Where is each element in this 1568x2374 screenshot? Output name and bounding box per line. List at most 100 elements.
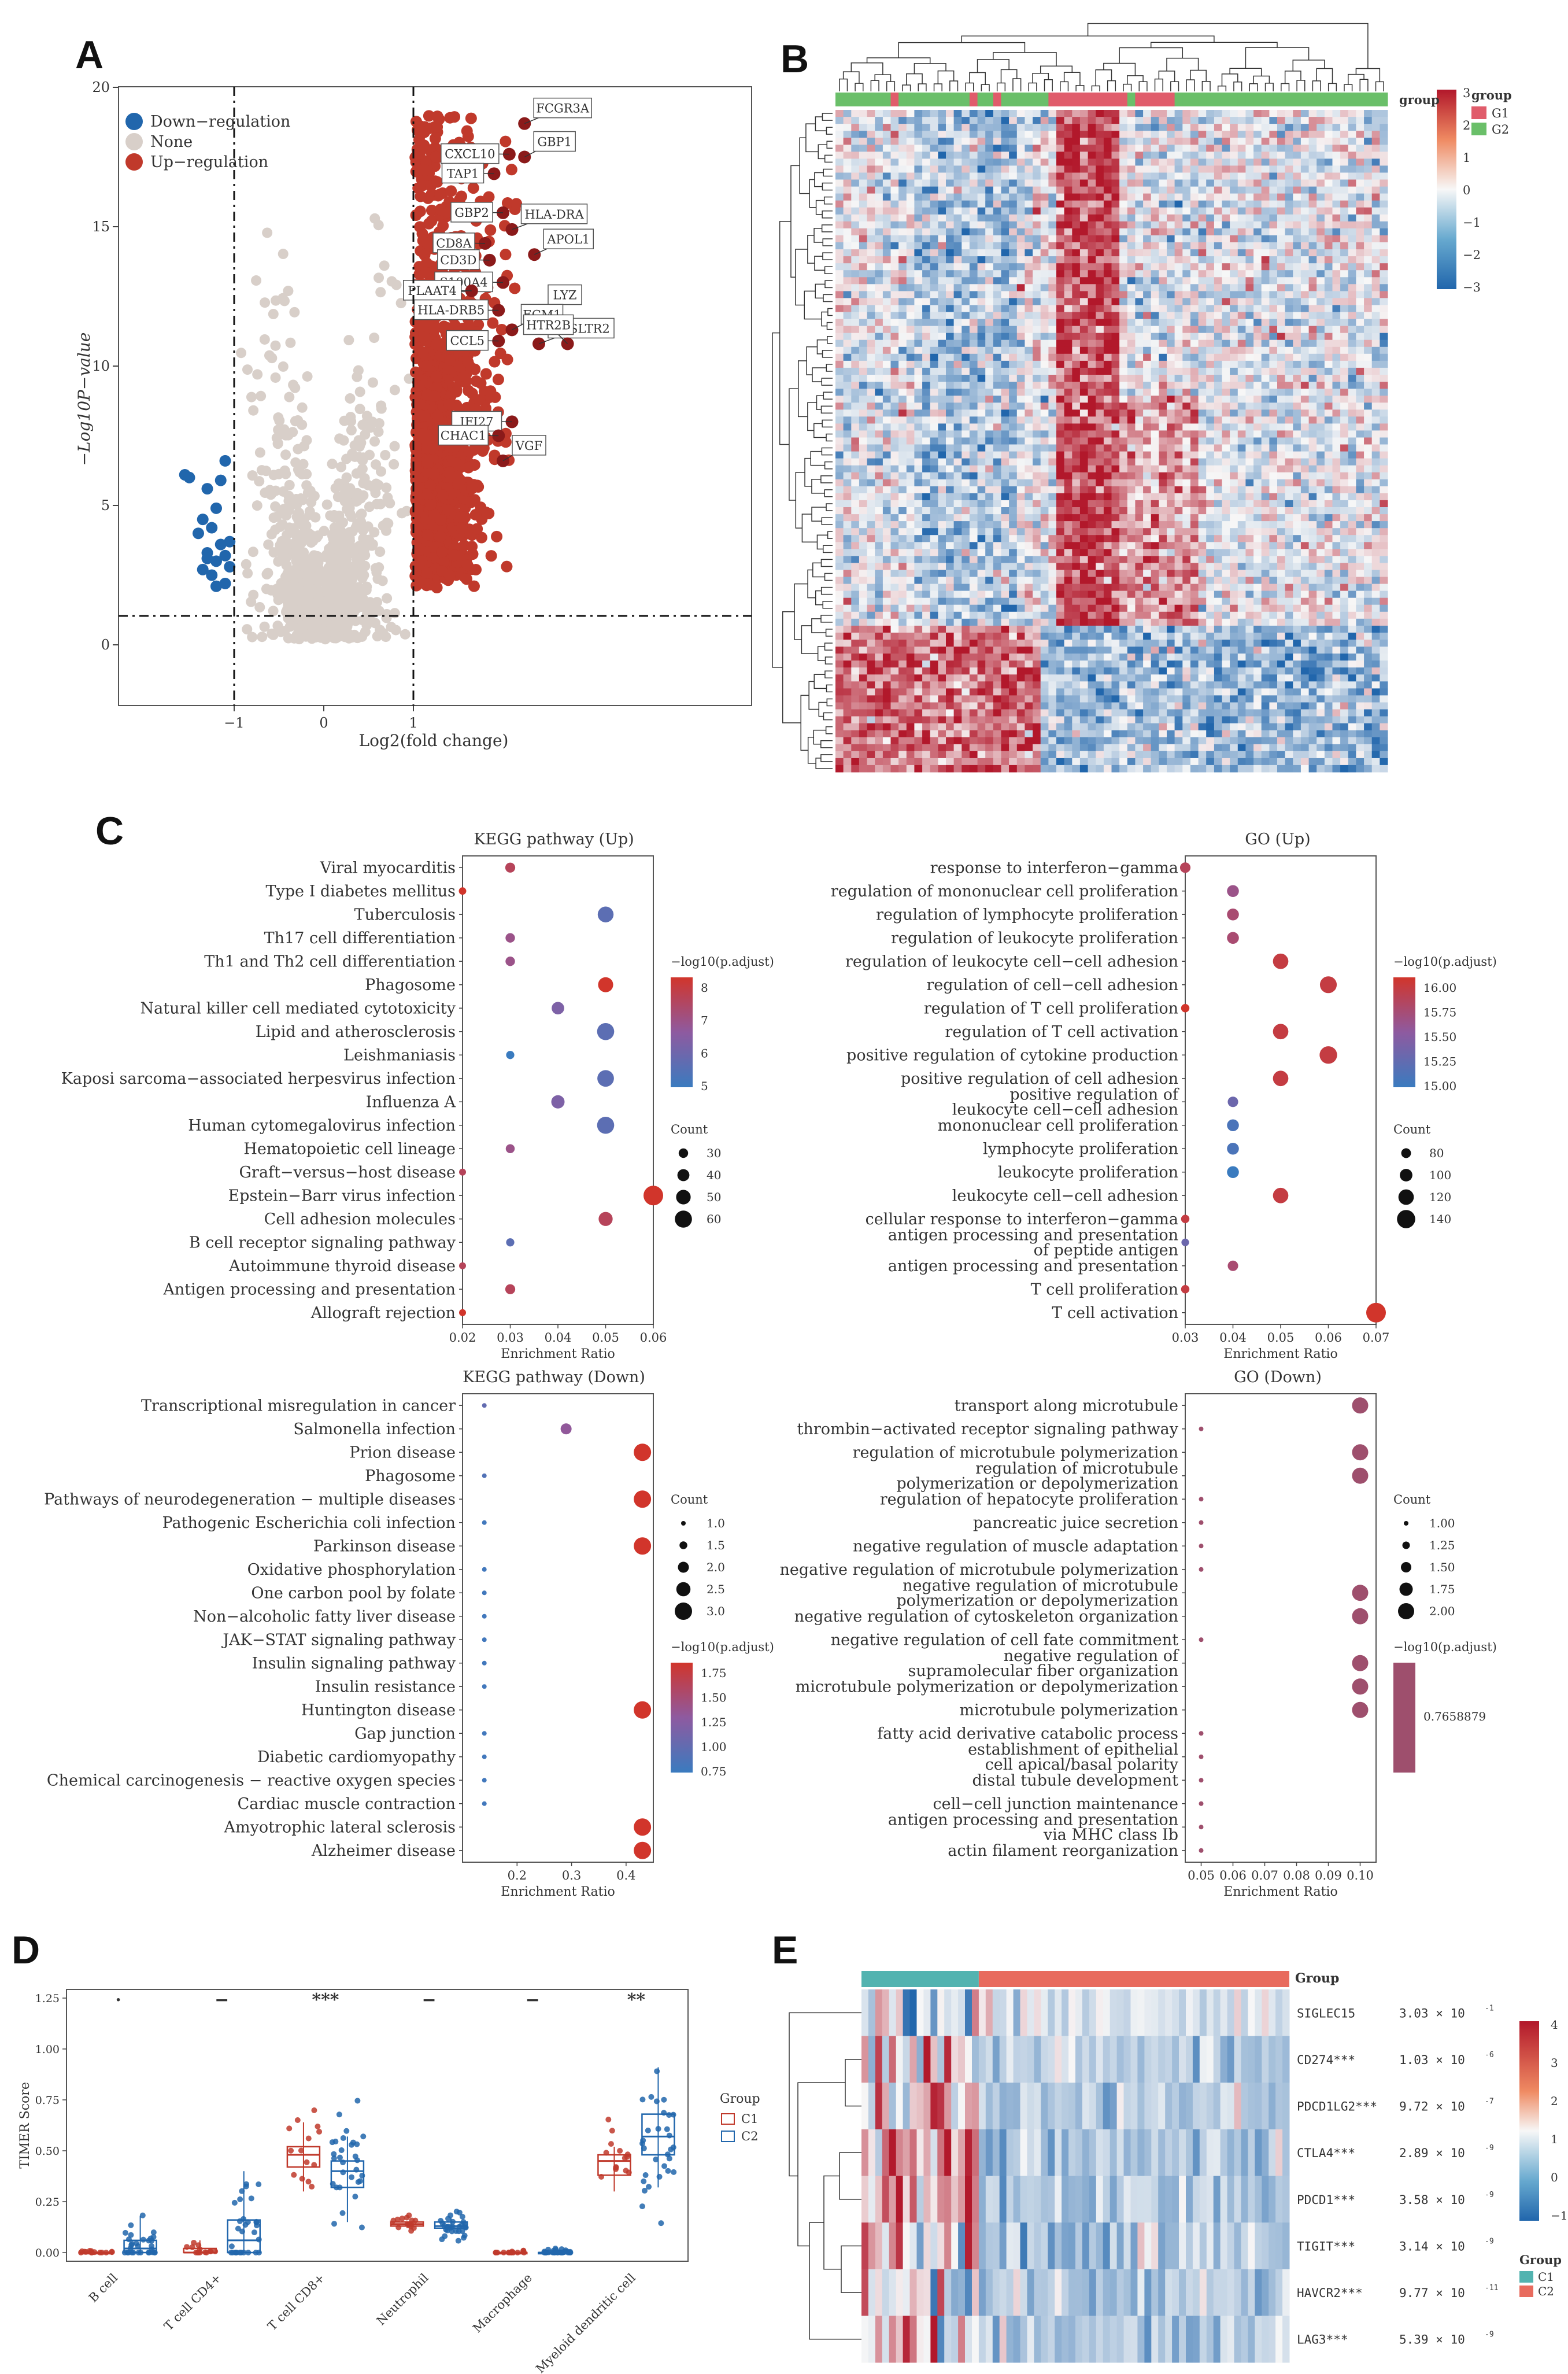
heatmap-cell — [1380, 346, 1388, 355]
heatmap-cell — [1380, 353, 1388, 361]
heatmap-cell — [1316, 312, 1325, 320]
heatmap-cell — [1308, 138, 1317, 145]
heatmap-cell — [1088, 165, 1096, 173]
heatmap-cell — [1308, 193, 1317, 201]
heatmap-cell — [1261, 207, 1270, 215]
volcano-point-up — [430, 339, 442, 351]
heatmap-cell — [1033, 319, 1041, 327]
heatmap-cell — [930, 228, 938, 236]
heatmap-cell — [1079, 242, 1088, 250]
heatmap-cell — [1285, 346, 1293, 355]
heatmap-cell — [1096, 131, 1104, 138]
heatmap-cell — [1245, 339, 1254, 348]
heatmap-cell — [1245, 117, 1254, 124]
heatmap-cell — [1245, 291, 1254, 298]
heatmap-cell — [930, 298, 938, 305]
heatmap-cell — [1135, 179, 1144, 187]
heatmap-cell — [1300, 312, 1309, 320]
heatmap-cell — [1380, 263, 1388, 271]
volcano-point-none — [375, 287, 386, 298]
heatmap-cell — [1316, 263, 1325, 271]
heatmap-cell — [1316, 145, 1325, 152]
heatmap-cell — [1332, 186, 1341, 194]
heatmap-cell — [1316, 235, 1325, 243]
heatmap-cell — [938, 172, 946, 180]
heatmap-cell — [993, 124, 1001, 131]
heatmap-cell — [859, 110, 867, 117]
volcano-point-none — [389, 459, 400, 470]
dendrogram-branch — [809, 179, 816, 208]
heatmap-cell — [898, 256, 907, 264]
heatmap-cell — [1277, 172, 1286, 180]
heatmap-cell — [1332, 339, 1341, 348]
volcano-point-none — [259, 621, 270, 632]
heatmap-cell — [1072, 228, 1081, 236]
dendrogram-branch — [1264, 83, 1274, 91]
group-bar-cell — [1324, 93, 1333, 106]
heatmap-cell — [1127, 256, 1136, 264]
heatmap-cell — [993, 270, 1001, 278]
heatmap-cell — [1127, 284, 1136, 291]
heatmap-cell — [930, 263, 938, 271]
heatmap-cell — [1261, 333, 1270, 341]
heatmap-cell — [1025, 207, 1033, 215]
heatmap-cell — [1300, 165, 1309, 173]
heatmap-cell — [1261, 193, 1270, 201]
heatmap-cell — [1332, 138, 1341, 145]
heatmap-cell — [1285, 228, 1293, 236]
heatmap-cell — [1072, 193, 1081, 201]
dendrogram-branch — [1284, 71, 1301, 84]
heatmap-cell — [930, 249, 938, 257]
heatmap-cell — [1056, 193, 1065, 201]
dendrogram-branch — [826, 433, 833, 442]
heatmap-cell — [953, 235, 962, 243]
heatmap-cell — [1064, 131, 1073, 138]
heatmap-cell — [1033, 193, 1041, 201]
heatmap-cell — [1127, 207, 1136, 215]
heatmap-cell — [843, 221, 852, 229]
volcano-point-none — [247, 470, 258, 481]
group-bar-cell — [969, 93, 978, 106]
heatmap-cell — [1324, 270, 1333, 278]
heatmap-cell — [851, 319, 860, 327]
heatmap-cell — [1040, 228, 1049, 236]
dendrogram-branch — [1221, 73, 1238, 86]
heatmap-cell — [1206, 152, 1215, 159]
heatmap-cell — [1237, 284, 1246, 291]
group-bar-cell — [843, 93, 852, 106]
volcano-point-up — [434, 531, 446, 543]
heatmap-cell — [1190, 277, 1199, 285]
group-bar-cell — [1237, 93, 1246, 106]
heatmap-cell — [1380, 228, 1388, 236]
dendrogram-branch — [1095, 69, 1112, 86]
heatmap-cell — [1245, 305, 1254, 313]
heatmap-cell — [1182, 284, 1191, 291]
volcano-point-none — [331, 534, 342, 545]
heatmap-cell — [1167, 249, 1175, 257]
heatmap-cell — [1103, 117, 1112, 124]
heatmap-cell — [867, 353, 875, 361]
heatmap-cell — [1316, 305, 1325, 313]
heatmap-cell — [1048, 117, 1057, 124]
heatmap-cell — [906, 277, 915, 285]
heatmap-cell — [1190, 333, 1199, 341]
heatmap-cell — [1364, 214, 1373, 222]
heatmap-cell — [1119, 312, 1128, 320]
heatmap-cell — [1324, 277, 1333, 285]
volcano-gene-label: HLA-DRB5 — [417, 304, 485, 317]
heatmap-cell — [930, 214, 938, 222]
volcano-point-none — [382, 593, 393, 604]
heatmap-cell — [914, 353, 923, 361]
heatmap-cell — [930, 326, 938, 334]
heatmap-cell — [1182, 256, 1191, 264]
heatmap-cell — [1033, 110, 1041, 117]
heatmap-cell — [1190, 145, 1199, 152]
heatmap-cell — [1300, 117, 1309, 124]
volcano-gene-label: PLAAT4 — [408, 284, 457, 298]
heatmap-cell — [1096, 333, 1104, 341]
heatmap-cell — [1001, 158, 1009, 166]
heatmap-cell — [1127, 200, 1136, 208]
heatmap-cell — [835, 270, 844, 278]
heatmap-cell — [1159, 228, 1167, 236]
